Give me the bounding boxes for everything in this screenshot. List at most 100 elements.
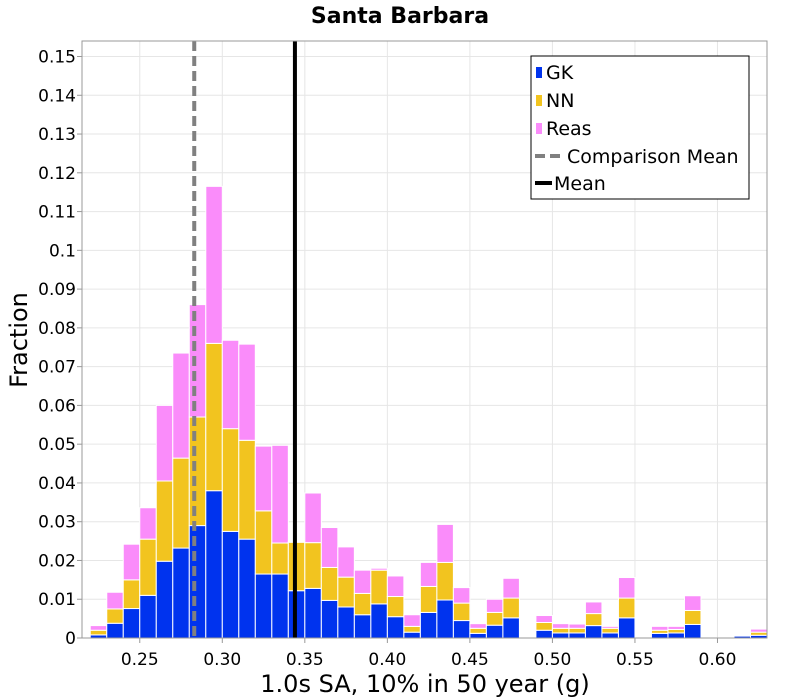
- bar-nn: [551, 627, 570, 634]
- bar-reas: [436, 523, 454, 563]
- bar-reas: [320, 527, 339, 568]
- legend-label-nn: NN: [546, 90, 574, 112]
- bar-gk: [337, 606, 355, 639]
- bar-reas: [568, 623, 586, 629]
- bar-gk: [205, 490, 223, 639]
- bar-gk: [469, 632, 487, 639]
- bar-nn: [254, 510, 273, 575]
- bar-nn: [469, 627, 487, 634]
- bar-reas: [584, 601, 603, 615]
- y-tick-label: 0.13: [38, 125, 76, 145]
- bar-nn: [502, 597, 520, 619]
- bar-nn: [238, 439, 256, 540]
- bar-reas: [337, 546, 355, 578]
- x-tick-label: 0.40: [368, 650, 406, 670]
- bar-nn: [452, 602, 471, 622]
- bar-nn: [139, 538, 157, 596]
- bar-gk: [568, 632, 586, 639]
- y-tick-label: 0.03: [38, 513, 76, 533]
- bar-reas: [271, 444, 289, 544]
- bar-gk: [188, 525, 207, 639]
- legend-label-gk: GK: [546, 62, 574, 84]
- bar-reas: [106, 591, 124, 610]
- legend-swatch-reas: [536, 123, 542, 134]
- bar-reas: [139, 507, 157, 540]
- legend-label-reas: Reas: [546, 118, 592, 140]
- x-tick-label: 0.35: [286, 650, 324, 670]
- bar-nn: [337, 576, 355, 608]
- bar-reas: [304, 492, 322, 544]
- bar-nn: [271, 542, 289, 575]
- y-tick-label: 0.15: [38, 48, 76, 68]
- legend-label-mean: Mean: [554, 173, 606, 195]
- bar-nn: [89, 629, 108, 636]
- chart-title: Santa Barbara: [311, 4, 489, 29]
- legend-swatch-nn: [536, 95, 542, 106]
- bar-nn: [617, 597, 636, 619]
- bar-gk: [601, 632, 619, 639]
- bar-gk: [667, 632, 685, 639]
- x-axis-label: 1.0s SA, 10% in 50 year (g): [260, 670, 589, 698]
- bar-reas: [353, 569, 372, 594]
- y-tick-label: 0.07: [38, 358, 76, 378]
- y-tick-label: 0.14: [38, 86, 76, 106]
- bar-reas: [254, 445, 273, 512]
- bar-reas: [403, 614, 421, 627]
- legend-box: [530, 55, 750, 200]
- bar-gk: [617, 617, 636, 639]
- bar-nn: [172, 457, 190, 549]
- bar-gk: [221, 530, 240, 639]
- bar-gk: [238, 538, 256, 639]
- bar-nn: [205, 342, 223, 492]
- legend-swatch-gk: [536, 67, 542, 78]
- bar-reas: [205, 185, 223, 344]
- bar-nn: [386, 596, 405, 618]
- bar-gk: [320, 599, 339, 639]
- y-tick-label: 0.01: [38, 590, 76, 610]
- bar-gk: [584, 625, 603, 639]
- y-tick-label: 0.06: [38, 396, 76, 416]
- bar-gk: [370, 603, 388, 639]
- bar-nn: [403, 625, 421, 633]
- y-tick-label: 0.11: [38, 203, 76, 223]
- bar-nn: [584, 613, 603, 627]
- bar-nn: [419, 585, 438, 613]
- plot-border: [81, 40, 768, 639]
- bar-nn: [535, 621, 553, 631]
- bar-nn: [320, 566, 339, 601]
- bar-gk: [485, 624, 504, 639]
- bar-reas: [535, 615, 553, 623]
- bar-nn: [667, 628, 685, 634]
- x-tick-label: 0.45: [451, 650, 489, 670]
- bar-gk: [155, 560, 174, 639]
- bar-gk: [551, 632, 570, 639]
- bar-reas: [221, 339, 240, 430]
- bar-gk: [106, 622, 124, 639]
- bar-reas: [485, 598, 504, 613]
- bar-nn: [370, 569, 388, 605]
- bar-reas: [502, 577, 520, 599]
- reference-lines: [192, 41, 297, 638]
- bar-gk: [254, 573, 273, 639]
- x-tick-label: 0.55: [616, 650, 654, 670]
- bar-nn: [106, 608, 124, 624]
- bar-nn: [601, 627, 619, 634]
- x-tick-label: 0.50: [533, 650, 571, 670]
- bar-gk: [271, 573, 289, 639]
- y-tick-label: 0.02: [38, 551, 76, 571]
- bar-nn: [353, 592, 372, 616]
- bar-reas: [172, 352, 190, 459]
- x-tick-label: 0.60: [699, 650, 737, 670]
- bar-reas: [238, 343, 256, 441]
- bar-gk: [353, 614, 372, 639]
- legend: GK NN Reas Comparison Mean Mean: [530, 55, 750, 200]
- bar-reas: [683, 595, 702, 611]
- legend-label-comparison-mean: Comparison Mean: [567, 146, 739, 168]
- bar-nn: [304, 542, 322, 589]
- bar-nn: [568, 627, 586, 634]
- bar-reas: [188, 304, 207, 418]
- y-axis-label: Fraction: [5, 292, 33, 388]
- bar-reas: [749, 628, 768, 633]
- bar-nn: [188, 416, 207, 527]
- x-tick-label: 0.30: [203, 650, 241, 670]
